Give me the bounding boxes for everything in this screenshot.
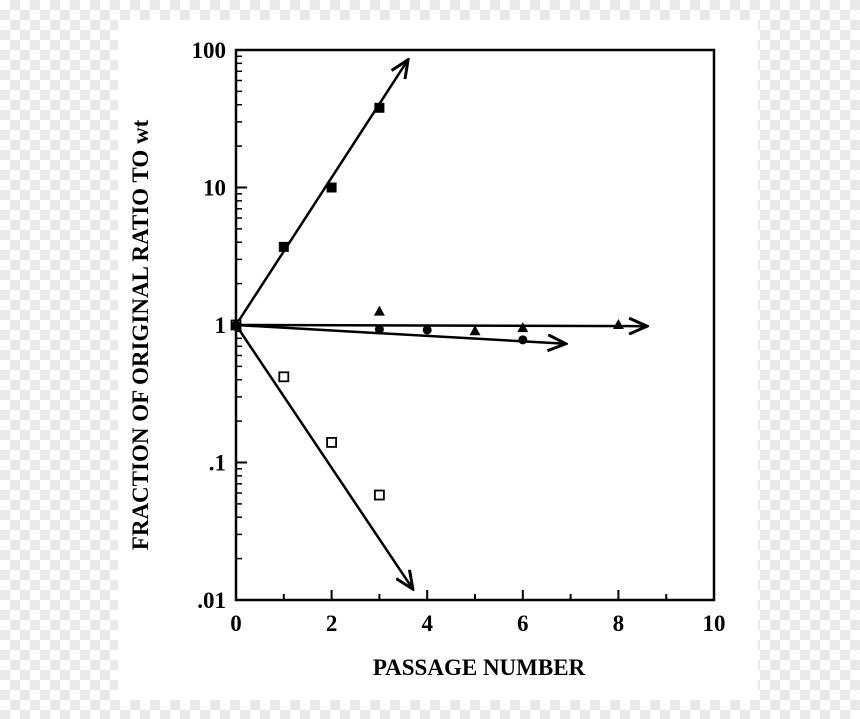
- data-point-filled-triangle: [517, 322, 529, 333]
- y-tick-label: .01: [197, 588, 226, 613]
- trend-arrow-line: [234, 60, 408, 326]
- y-tick-label: 100: [192, 38, 227, 63]
- x-tick-label: 6: [517, 611, 529, 636]
- trend-arrow-line: [234, 324, 413, 589]
- y-tick-label: .1: [209, 451, 226, 476]
- trend-arrow-line: [235, 323, 566, 344]
- data-point-filled-circle: [374, 324, 384, 334]
- chart-canvas: 0 2 4 6 8 10 .01 .1 1 10 100 PASSAGE NUMBER FRACTI…: [118, 20, 758, 700]
- y-axis-title: FRACTION OF ORIGINAL RATIO TO wt: [128, 119, 153, 550]
- data-points: [230, 102, 624, 501]
- data-point-filled-triangle: [373, 305, 385, 316]
- data-point-filled-triangle: [469, 325, 481, 336]
- data-point-open-square: [326, 437, 338, 448]
- x-tick-label: 0: [230, 611, 242, 636]
- trend-lines: [234, 60, 647, 589]
- data-point-filled-circle: [518, 335, 528, 345]
- x-tick-label: 2: [326, 611, 338, 636]
- trend-arrow-line: [235, 325, 647, 326]
- x-axis-title: PASSAGE NUMBER: [373, 655, 586, 680]
- x-tick-label: 4: [421, 611, 433, 636]
- x-tick-label: 10: [703, 611, 726, 636]
- data-point-open-square: [373, 489, 385, 501]
- chart-svg: 0 2 4 6 8 10 .01 .1 1 10 100 PASSAGE NUMBER FRACTI…: [128, 38, 726, 680]
- axes: 0 2 4 6 8 10 .01 .1 1 10 100: [192, 38, 726, 636]
- data-point-filled-triangle: [230, 319, 242, 329]
- data-point-filled-square: [278, 241, 289, 252]
- data-point-filled-square: [326, 182, 337, 193]
- data-point-filled-circle: [422, 325, 432, 335]
- data-point-filled-square: [374, 102, 385, 113]
- x-tick-label: 8: [613, 611, 625, 636]
- y-tick-label: 1: [215, 313, 227, 338]
- data-point-open-square: [278, 371, 290, 383]
- data-point-filled-triangle: [612, 319, 624, 329]
- y-tick-label: 10: [203, 176, 226, 201]
